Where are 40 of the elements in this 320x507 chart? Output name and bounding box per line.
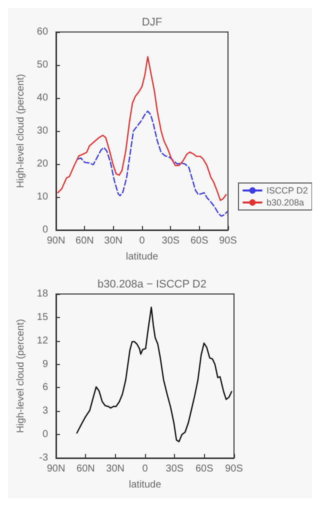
x-tick-label: 90N	[46, 236, 66, 246]
x-tick-label: 60S	[190, 236, 209, 246]
y-tick-label: 20	[36, 158, 48, 170]
chart-title: DJF	[142, 16, 162, 28]
x-tick-label: 60N	[76, 464, 95, 474]
line-series	[57, 56, 227, 201]
x-tick-label: 0	[139, 236, 146, 246]
x-tick-label: 60N	[76, 236, 94, 246]
y-tick-label: 40	[36, 92, 48, 104]
y-tick-label: -3	[39, 452, 48, 464]
y-tick-label: 3	[42, 406, 48, 417]
line-series	[77, 110, 228, 217]
y-tick-label: 18	[36, 288, 48, 300]
y-axis-title: High-level cloud (percent)	[16, 74, 26, 188]
y-axis-title: High-level cloud (percent)	[16, 319, 26, 433]
y-tick-label: 0	[42, 224, 48, 236]
legend-label: ISCCP D2	[266, 186, 308, 196]
x-tick-label: 30N	[106, 464, 125, 474]
y-tick-label: 6	[42, 382, 48, 394]
x-axis-title: latitude	[126, 252, 159, 262]
x-tick-label: 30S	[162, 236, 180, 246]
y-tick-label: 30	[36, 126, 48, 136]
line-series	[76, 306, 232, 442]
y-tick-label: 15	[36, 312, 48, 323]
x-tick-label: 90S	[219, 236, 238, 246]
x-tick-label: 90S	[225, 464, 244, 474]
x-tick-label: 0	[142, 464, 148, 474]
x-tick-label: 30S	[166, 464, 184, 474]
x-axis-title: latitude	[128, 480, 162, 490]
y-tick-label: 0	[42, 429, 48, 440]
y-tick-label: 60	[36, 26, 48, 38]
x-tick-label: 60S	[195, 464, 214, 474]
y-tick-label: 9	[42, 358, 48, 370]
chart-title: b30.208a − ISCCP D2	[98, 278, 206, 290]
x-tick-label: 90N	[46, 464, 66, 474]
legend-label: b30.208a	[266, 198, 304, 208]
x-tick-label: 30N	[104, 236, 123, 246]
y-tick-label: 50	[36, 60, 48, 70]
y-tick-label: 12	[36, 335, 48, 346]
y-tick-label: 10	[36, 192, 48, 202]
